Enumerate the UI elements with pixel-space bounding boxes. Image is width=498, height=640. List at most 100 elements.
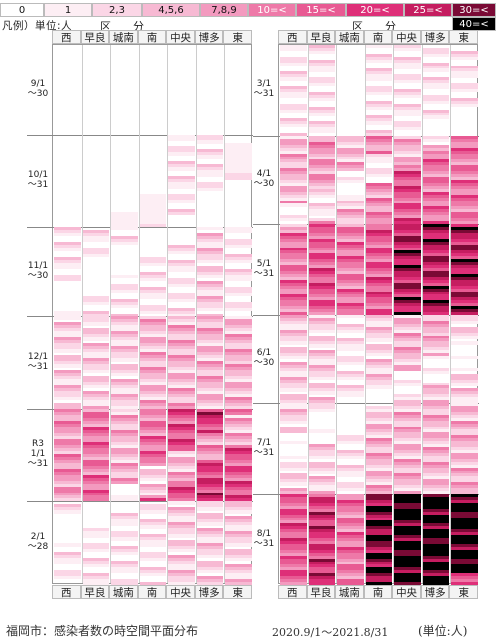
heatmap-cell — [168, 528, 195, 532]
heatmap-cell — [196, 149, 224, 153]
heatmap-cell — [139, 364, 167, 368]
heatmap-cell — [394, 91, 421, 96]
heatmap-cell — [422, 514, 450, 518]
heatmap-cell — [337, 285, 364, 289]
heatmap-cell — [394, 80, 421, 84]
heatmap-cell — [451, 335, 478, 339]
heatmap-cell — [168, 319, 195, 323]
heatmap-cell — [168, 444, 195, 449]
district-header-bottom: 中央 — [392, 585, 421, 599]
heatmap-cell — [308, 452, 336, 457]
heatmap-cell — [139, 471, 167, 475]
heatmap-cell — [139, 343, 167, 347]
heatmap-cell — [422, 191, 450, 195]
month-label-line: 11/1 — [27, 260, 49, 271]
heatmap-cell — [280, 226, 307, 231]
heatmap-cell — [365, 133, 393, 137]
heatmap-cell — [111, 474, 138, 478]
month-label-line: ～31 — [27, 361, 49, 372]
heatmap-cell — [422, 520, 450, 524]
heatmap-cell — [82, 322, 110, 326]
heatmap-cell — [365, 229, 393, 234]
heatmap-cell — [451, 185, 478, 190]
heatmap-cell — [422, 335, 450, 339]
heatmap-cell — [451, 212, 478, 216]
heatmap-cell — [280, 235, 307, 239]
heatmap-cell — [225, 429, 252, 434]
heatmap-cell — [280, 582, 307, 586]
month-label-line: 10/1 — [27, 169, 49, 180]
heatmap-cell — [111, 224, 138, 228]
heatmap-cell — [82, 361, 110, 365]
heatmap-cell — [394, 273, 421, 278]
month-label-line: ～30 — [27, 88, 49, 99]
heatmap-cell — [280, 200, 307, 204]
heatmap-cell — [365, 203, 393, 207]
heatmap-cell — [280, 247, 307, 251]
heatmap-cell — [168, 549, 195, 553]
heatmap-cell — [422, 470, 450, 474]
heatmap-cell — [280, 285, 307, 289]
heatmap-cell — [54, 477, 81, 481]
heatmap-cell — [365, 309, 393, 313]
heatmap-cell — [168, 259, 195, 264]
heatmap-cell — [54, 322, 81, 326]
heatmap-cell — [82, 349, 110, 353]
heatmap-cell — [168, 292, 195, 296]
heatmap-cell — [308, 549, 336, 554]
heatmap-cell — [308, 270, 336, 275]
heatmap-cell — [196, 256, 224, 261]
heatmap-cell — [139, 534, 167, 538]
month-label-line: 4/1 — [256, 169, 272, 179]
district-header-top: 博多 — [194, 30, 224, 44]
heatmap-cell — [451, 56, 478, 60]
heatmap-cell — [394, 232, 421, 237]
heatmap-cell — [365, 103, 393, 107]
heatmap-cell — [225, 176, 252, 180]
heatmap-cell — [337, 279, 364, 284]
heatmap-cell — [280, 408, 307, 413]
heatmap-cell — [196, 546, 224, 550]
heatmap-cell — [139, 340, 167, 344]
month-label: 11/1 ～30 — [26, 261, 50, 281]
heatmap-cell — [451, 470, 478, 474]
heatmap-cell — [451, 526, 478, 530]
heatmap-cell — [82, 432, 110, 437]
heatmap-cell — [196, 474, 224, 478]
heatmap-cell — [225, 432, 252, 437]
heatmap-cell — [111, 346, 138, 350]
heatmap-cell — [365, 376, 393, 380]
heatmap-cell — [365, 523, 393, 527]
month-label-line: 9/1 — [30, 78, 46, 89]
heatmap-cell — [337, 253, 364, 257]
heatmap-cell — [451, 188, 478, 193]
heatmap-cell — [394, 403, 421, 407]
heatmap-cell — [82, 346, 110, 350]
heatmap-cell — [54, 262, 81, 267]
heatmap-cell — [308, 470, 336, 474]
heatmap-cell — [225, 229, 252, 234]
heatmap-cell — [422, 488, 450, 492]
heatmap-cell — [111, 358, 138, 362]
heatmap-cell — [365, 100, 393, 104]
heatmap-cell — [196, 316, 224, 320]
heatmap-cell — [337, 229, 364, 234]
heatmap-cell — [168, 200, 195, 204]
heatmap-cell — [225, 558, 252, 562]
heatmap-cell — [82, 444, 110, 449]
heatmap-cell — [308, 203, 336, 207]
heatmap-cell — [54, 349, 81, 353]
heatmap-cell — [280, 109, 307, 113]
heatmap-cell — [337, 388, 364, 392]
heatmap-cell — [196, 259, 224, 264]
heatmap-cell — [422, 235, 450, 239]
heatmap-cell — [139, 507, 167, 511]
district-header-bottom: 城南 — [335, 585, 364, 599]
heatmap-cell — [196, 325, 224, 329]
heatmap-cell — [280, 250, 307, 254]
heatmap-cell — [365, 488, 393, 492]
heatmap-cell — [337, 138, 364, 143]
heatmap-cell — [337, 326, 364, 330]
heatmap-cell — [422, 538, 450, 542]
column-divider — [110, 45, 112, 583]
